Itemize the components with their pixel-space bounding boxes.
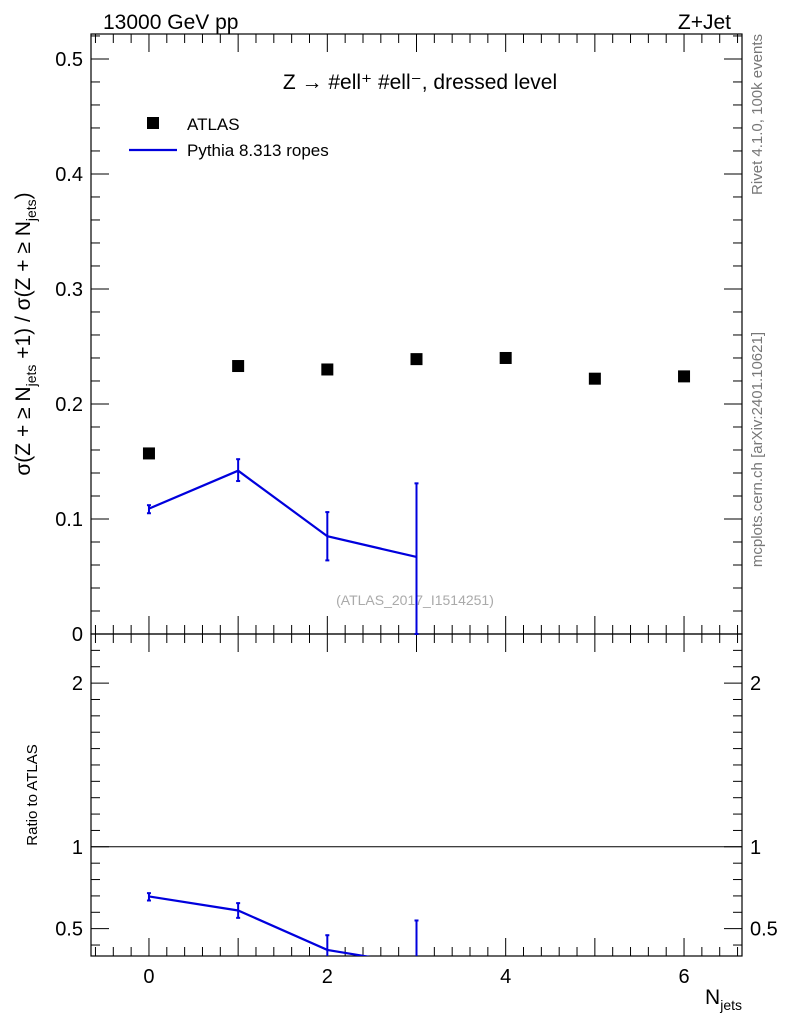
legend-pythia-label: Pythia 8.313 ropes	[187, 141, 329, 160]
ratio-panel-frame	[90, 633, 743, 957]
main-y-tick-label: 0.2	[55, 394, 83, 416]
atlas-point	[232, 360, 245, 373]
ratio-y-tick-label-right: 2	[750, 673, 761, 695]
x-axis: 0 2 4 6	[94, 34, 739, 988]
main-series	[142, 351, 691, 635]
legend-atlas-marker	[147, 117, 159, 129]
main-y-axis-label: σ(Z + ≥ Njets +1) / σ(Z + ≥ Njets)	[12, 192, 39, 475]
atlas-point	[588, 372, 601, 385]
x-tick-label: 0	[143, 966, 154, 988]
legend: ATLAS Pythia 8.313 ropes	[129, 115, 329, 160]
main-y-tick-label: 0.4	[55, 164, 83, 186]
rivet-label: Rivet 4.1.0, 100k events	[749, 34, 766, 195]
ratio-y-axis-label: Ratio to ATLAS	[24, 744, 41, 845]
atlas-point	[678, 370, 691, 383]
x-axis-label: Njets	[705, 986, 742, 1013]
ratio-series-clip	[146, 892, 419, 956]
ratio-series	[146, 892, 419, 956]
main-y-axis: 0 0.1 0.2 0.3 0.4 0.5	[55, 35, 742, 646]
pythia-ratio-line	[148, 895, 371, 956]
ratio-y-tick-label-right: 1	[750, 837, 761, 859]
atlas-point	[410, 353, 423, 366]
ratio-y-tick-label: 0.5	[55, 919, 83, 941]
mcplots-label: mcplots.cern.ch [arXiv:2401.10621]	[749, 332, 766, 567]
ratio-y-tick-label-right: 0.5	[750, 919, 778, 941]
plot-title: Z → #ell⁺ #ell⁻, dressed level	[283, 71, 557, 94]
ratio-y-tick-label: 1	[72, 837, 83, 859]
x-tick-label: 4	[500, 966, 511, 988]
ratio-y-axis: 0.5 0.5 1 1 2 2	[55, 649, 778, 946]
x-tick-label: 6	[678, 966, 689, 988]
x-tick-label: 2	[322, 966, 333, 988]
ratio-y-tick-label: 2	[72, 673, 83, 695]
atlas-point	[321, 363, 334, 376]
atlas-point	[499, 351, 512, 364]
analysis-watermark: (ATLAS_2017_I1514251)	[336, 592, 494, 608]
atlas-point	[142, 447, 155, 460]
main-y-tick-label: 0	[72, 624, 83, 646]
legend-atlas-label: ATLAS	[187, 115, 240, 134]
main-y-tick-label: 0.5	[55, 49, 83, 71]
pythia-line	[148, 469, 417, 559]
main-y-tick-label: 0.1	[55, 509, 83, 531]
header-right: Z+Jet	[678, 11, 731, 34]
header-left: 13000 GeV pp	[103, 11, 238, 34]
main-y-tick-label: 0.3	[55, 279, 83, 301]
